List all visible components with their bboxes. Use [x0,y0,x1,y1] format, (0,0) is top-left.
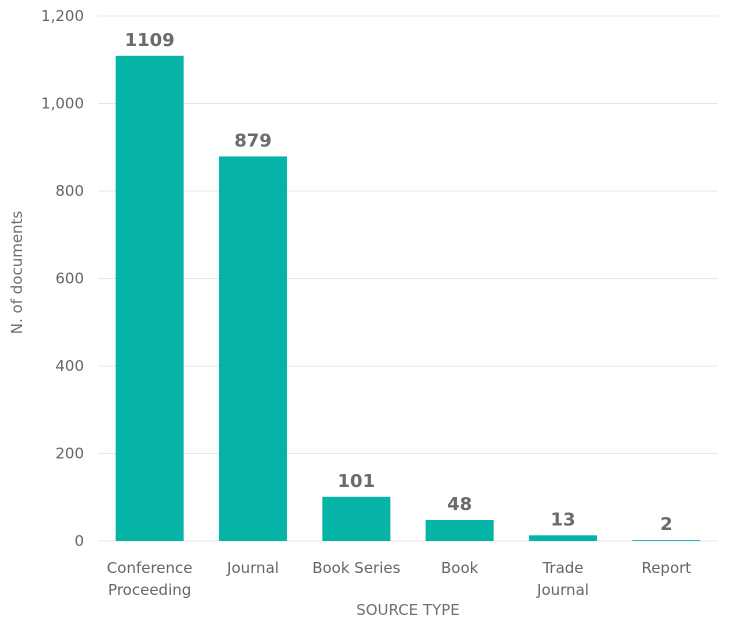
y-tick-label-0: 0 [74,532,84,550]
x-axis-title: SOURCE TYPE [356,601,460,619]
x-tick-label-5: Report [641,559,691,577]
x-tick-label-0: Conference Proceeding [107,559,193,599]
x-axis-ticks: Conference Proceeding Journal Book Series Bo… [107,559,692,599]
x-tick-label-1: Journal [226,559,279,577]
y-axis-ticks: 0 200 400 600 800 1,000 1,200 [41,7,84,550]
y-tick-label-1000: 1,000 [41,95,84,113]
bar-5 [632,540,701,541]
gridlines [98,15,718,542]
data-label-4: 13 [550,509,575,530]
x-tick-label-line: Journal [536,581,589,599]
y-axis-title: N. of documents [8,211,26,335]
bar-1 [219,156,287,541]
data-label-1: 879 [234,130,272,151]
y-tick-label-600: 600 [55,270,84,288]
y-tick-label-200: 200 [55,445,84,463]
x-tick-label-line: Book [441,559,479,577]
data-label-0: 1109 [125,30,175,51]
bars [115,55,701,541]
x-tick-label-4: Trade Journal [536,559,589,599]
data-labels: 1109 879 101 48 13 2 [125,30,673,535]
bar-2 [322,496,391,541]
y-tick-label-400: 400 [55,357,84,375]
data-label-2: 101 [338,471,376,492]
x-tick-label-line: Conference [107,559,193,577]
bar-0 [115,55,184,541]
x-tick-label-line: Trade [541,559,583,577]
x-tick-label-line: Book Series [312,559,400,577]
x-tick-label-3: Book [441,559,479,577]
y-tick-label-800: 800 [55,182,84,200]
data-label-5: 2 [660,514,673,535]
data-label-3: 48 [447,494,472,515]
x-tick-label-line: Report [641,559,691,577]
x-tick-label-2: Book Series [312,559,400,577]
x-tick-label-line: Proceeding [108,581,191,599]
y-tick-label-1200: 1,200 [41,7,84,25]
bar-4 [529,535,597,541]
bar-3 [425,520,494,541]
x-tick-label-line: Journal [226,559,279,577]
